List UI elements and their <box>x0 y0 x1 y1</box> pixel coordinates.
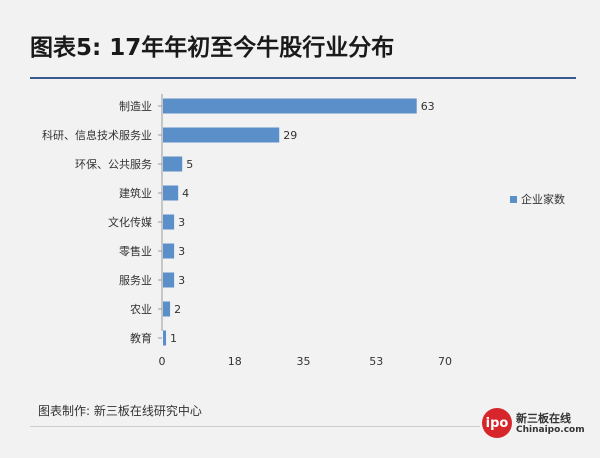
legend-swatch <box>510 196 517 203</box>
x-tick-label: 53 <box>369 355 383 368</box>
x-tick-label: 70 <box>438 355 452 368</box>
bar <box>163 185 179 201</box>
title-divider <box>30 77 576 79</box>
logo-url: Chinaipo.com <box>516 425 585 435</box>
chart-area: 制造业 63 科研、信息技术服务业 29 环保、公共服务 5 建筑业 4 文化传媒 3 零售业 3 服务… <box>0 80 600 380</box>
data-label: 3 <box>178 216 185 229</box>
x-tick-label: 18 <box>228 355 242 368</box>
category-label: 建筑业 <box>119 186 152 200</box>
data-label: 3 <box>178 245 185 258</box>
logo-mark: ipo <box>482 408 512 438</box>
category-label: 教育 <box>130 331 152 345</box>
brand-logo: ipo 新三板在线 Chinaipo.com <box>482 408 585 444</box>
bar <box>163 243 175 259</box>
category-label: 农业 <box>130 302 152 316</box>
data-label: 29 <box>283 129 297 142</box>
category-label: 制造业 <box>119 99 152 113</box>
legend-label: 企业家数 <box>521 192 565 206</box>
data-label: 3 <box>178 274 185 287</box>
x-tick-label: 0 <box>159 355 166 368</box>
bar-chart: 制造业 63 科研、信息技术服务业 29 环保、公共服务 5 建筑业 4 文化传媒 3 零售业 3 服务… <box>42 94 565 368</box>
bar <box>163 98 417 114</box>
bar <box>163 214 175 230</box>
bar <box>163 272 175 288</box>
page-title: 图表5: 17年年初至今牛股行业分布 <box>30 35 395 61</box>
x-tick-label: 35 <box>297 355 311 368</box>
category-label: 科研、信息技术服务业 <box>42 128 152 142</box>
bar <box>163 330 167 346</box>
category-label: 零售业 <box>119 244 152 258</box>
category-label: 文化传媒 <box>108 215 152 229</box>
footer-divider <box>30 426 480 427</box>
bar <box>163 156 183 172</box>
data-label: 4 <box>182 187 189 200</box>
logo-name: 新三板在线 <box>516 412 571 425</box>
category-label: 环保、公共服务 <box>75 157 152 171</box>
bar <box>163 127 280 143</box>
chart-credit: 图表制作: 新三板在线研究中心 <box>38 404 202 418</box>
data-label: 1 <box>170 332 177 345</box>
data-label: 2 <box>174 303 181 316</box>
data-label: 5 <box>186 158 193 171</box>
bar <box>163 301 171 317</box>
data-label: 63 <box>421 100 435 113</box>
category-label: 服务业 <box>119 274 152 287</box>
